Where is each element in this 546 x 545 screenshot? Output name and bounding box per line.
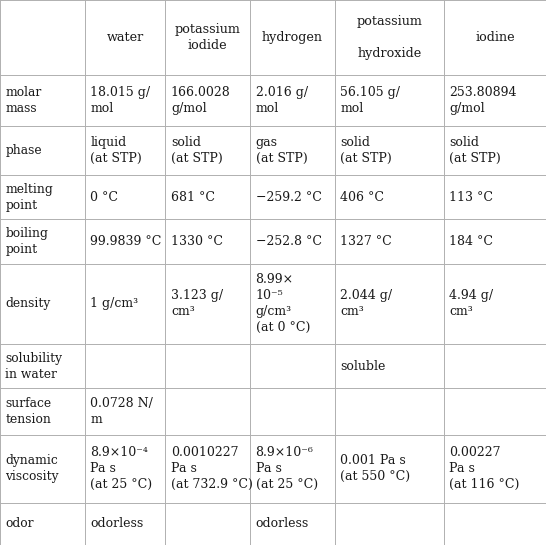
Text: 56.105 g/
mol: 56.105 g/ mol [340, 86, 400, 115]
Text: dynamic
viscosity: dynamic viscosity [5, 454, 59, 483]
Text: −259.2 °C: −259.2 °C [256, 191, 322, 204]
Text: potassium
iodide: potassium iodide [175, 23, 241, 52]
Text: 406 °C: 406 °C [340, 191, 384, 204]
Text: solid
(at STP): solid (at STP) [340, 136, 392, 165]
Text: iodine: iodine [475, 31, 515, 44]
Text: 0.0728 N/
m: 0.0728 N/ m [90, 397, 153, 426]
Text: 184 °C: 184 °C [449, 235, 494, 248]
Text: 2.016 g/
mol: 2.016 g/ mol [256, 86, 307, 115]
Text: water: water [106, 31, 144, 44]
Text: 4.94 g/
cm³: 4.94 g/ cm³ [449, 289, 494, 318]
Text: soluble: soluble [340, 360, 385, 373]
Text: 1327 °C: 1327 °C [340, 235, 392, 248]
Text: 113 °C: 113 °C [449, 191, 494, 204]
Text: odorless: odorless [256, 517, 309, 530]
Text: gas
(at STP): gas (at STP) [256, 136, 307, 165]
Text: melting
point: melting point [5, 183, 53, 211]
Text: liquid
(at STP): liquid (at STP) [90, 136, 142, 165]
Text: 166.0028
g/mol: 166.0028 g/mol [171, 86, 230, 115]
Text: phase: phase [5, 144, 42, 157]
Text: 18.015 g/
mol: 18.015 g/ mol [90, 86, 150, 115]
Text: 8.99×
10⁻⁵
g/cm³
(at 0 °C): 8.99× 10⁻⁵ g/cm³ (at 0 °C) [256, 274, 310, 334]
Text: 1330 °C: 1330 °C [171, 235, 223, 248]
Text: 0.00227
Pa s
(at 116 °C): 0.00227 Pa s (at 116 °C) [449, 446, 520, 491]
Text: solid
(at STP): solid (at STP) [171, 136, 223, 165]
Text: odorless: odorless [90, 517, 144, 530]
Text: solid
(at STP): solid (at STP) [449, 136, 501, 165]
Text: 8.9×10⁻⁴
Pa s
(at 25 °C): 8.9×10⁻⁴ Pa s (at 25 °C) [90, 446, 152, 491]
Text: 0 °C: 0 °C [90, 191, 118, 204]
Text: 99.9839 °C: 99.9839 °C [90, 235, 162, 248]
Text: solubility
in water: solubility in water [5, 352, 62, 380]
Text: odor: odor [5, 517, 34, 530]
Text: 0.0010227
Pa s
(at 732.9 °C): 0.0010227 Pa s (at 732.9 °C) [171, 446, 253, 491]
Text: surface
tension: surface tension [5, 397, 51, 426]
Text: hydrogen: hydrogen [262, 31, 323, 44]
Text: boiling
point: boiling point [5, 227, 49, 256]
Text: 0.001 Pa s
(at 550 °C): 0.001 Pa s (at 550 °C) [340, 454, 410, 483]
Text: 3.123 g/
cm³: 3.123 g/ cm³ [171, 289, 223, 318]
Text: 2.044 g/
cm³: 2.044 g/ cm³ [340, 289, 392, 318]
Text: 1 g/cm³: 1 g/cm³ [90, 298, 138, 310]
Text: 681 °C: 681 °C [171, 191, 215, 204]
Text: 8.9×10⁻⁶
Pa s
(at 25 °C): 8.9×10⁻⁶ Pa s (at 25 °C) [256, 446, 318, 491]
Text: potassium

hydroxide: potassium hydroxide [357, 15, 422, 60]
Text: density: density [5, 298, 51, 310]
Text: 253.80894
g/mol: 253.80894 g/mol [449, 86, 517, 115]
Text: molar
mass: molar mass [5, 86, 41, 115]
Text: −252.8 °C: −252.8 °C [256, 235, 322, 248]
